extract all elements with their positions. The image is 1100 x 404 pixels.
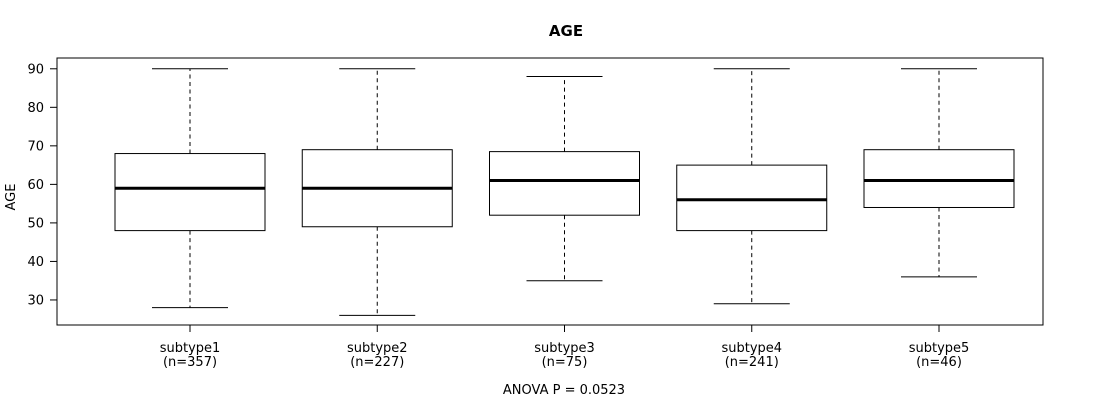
plot-area: 30405060708090subtype1(n=357)subtype2(n=… [27,57,1044,370]
x-tick-label: subtype1 [160,341,221,356]
iqr-box [489,151,640,216]
x-tick-sublabel: (n=241) [725,355,779,370]
iqr-box [114,153,266,232]
y-tick-label: 60 [27,178,44,193]
y-tick-label: 80 [27,101,44,116]
y-tick-label: 70 [27,139,44,154]
box-subtype2 [301,68,453,316]
x-tick-sublabel: (n=46) [916,355,962,370]
x-tick-label: subtype5 [909,341,970,356]
box-subtype1 [114,68,266,309]
y-tick-label: 40 [27,255,44,270]
box-subtype5 [863,68,1015,278]
chart-title: AGE [549,22,583,40]
box-subtype4 [676,68,828,305]
iqr-box [863,149,1015,208]
anova-annotation: ANOVA P = 0.0523 [503,383,625,398]
x-tick-label: subtype2 [347,341,408,356]
iqr-box [676,164,828,232]
x-tick-sublabel: (n=75) [542,355,588,370]
y-tick-label: 90 [27,62,44,77]
y-axis-label: AGE [4,184,19,211]
x-tick-label: subtype4 [721,341,782,356]
x-tick-sublabel: (n=357) [163,355,217,370]
y-tick-label: 30 [27,293,44,308]
x-tick-label: subtype3 [534,341,595,356]
y-tick-label: 50 [27,216,44,231]
plot-border [56,57,1044,326]
x-tick-sublabel: (n=227) [350,355,404,370]
box-subtype3 [489,75,640,282]
